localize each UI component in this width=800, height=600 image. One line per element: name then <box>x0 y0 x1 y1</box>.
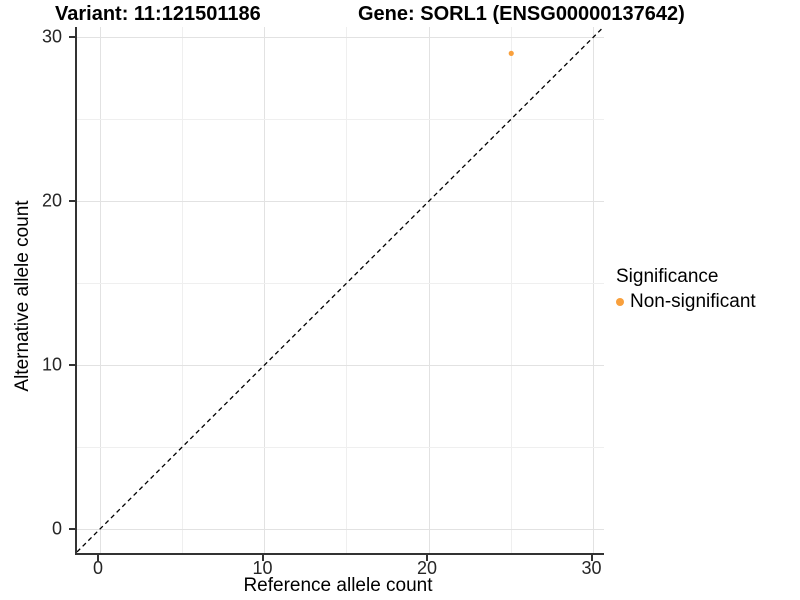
y-gridline-minor <box>77 282 604 284</box>
y-tick-label: 0 <box>51 518 62 539</box>
x-gridline-major <box>264 27 265 553</box>
x-gridline-major <box>428 27 430 553</box>
x-gridline-minor <box>181 27 183 553</box>
variant-title: Variant: 11:121501186 <box>55 3 261 25</box>
x-axis-title: Reference allele count <box>243 575 433 596</box>
y-gridline-major <box>77 528 604 530</box>
x-tick-label: 20 <box>416 558 438 578</box>
x-tick-label: 0 <box>92 558 104 578</box>
y-gridline-minor <box>77 118 604 120</box>
legend: Significance Non-significant <box>616 266 756 313</box>
legend-point-icon <box>616 298 624 306</box>
y-gridline-minor <box>77 446 604 448</box>
y-gridline-major <box>77 200 604 202</box>
y-gridline-major <box>77 364 604 366</box>
x-gridline-minor <box>510 27 512 553</box>
gene-title: Gene: SORL1 (ENSG00000137642) <box>358 3 685 25</box>
legend-item: Non-significant <box>616 291 756 313</box>
legend-title: Significance <box>616 266 719 287</box>
x-tick-mark <box>97 555 99 561</box>
y-tick-mark <box>69 200 75 202</box>
identity-dashed-line <box>77 27 604 553</box>
y-tick-label: 20 <box>41 190 62 211</box>
legend-item-label: Non-significant <box>630 291 756 312</box>
legend-items: Non-significant <box>616 291 756 313</box>
x-tick-mark <box>590 555 593 561</box>
x-tick-label: 10 <box>252 558 273 578</box>
plot-panel <box>75 27 604 555</box>
data-point <box>508 50 514 56</box>
x-gridline-major <box>99 27 101 553</box>
chart-canvas <box>77 27 604 553</box>
y-gridline-major <box>77 36 604 38</box>
x-tick-mark <box>261 555 264 561</box>
y-tick-label: 10 <box>41 354 62 375</box>
y-tick-label: 30 <box>41 26 62 47</box>
x-gridline-minor <box>346 27 348 553</box>
x-tick-mark <box>426 555 428 561</box>
y-tick-mark <box>69 364 75 366</box>
x-tick-label: 30 <box>581 558 602 578</box>
y-tick-mark <box>69 528 75 530</box>
x-gridline-major <box>593 27 594 553</box>
y-tick-mark <box>69 36 75 38</box>
y-axis-title: Alternative allele count <box>12 200 33 392</box>
